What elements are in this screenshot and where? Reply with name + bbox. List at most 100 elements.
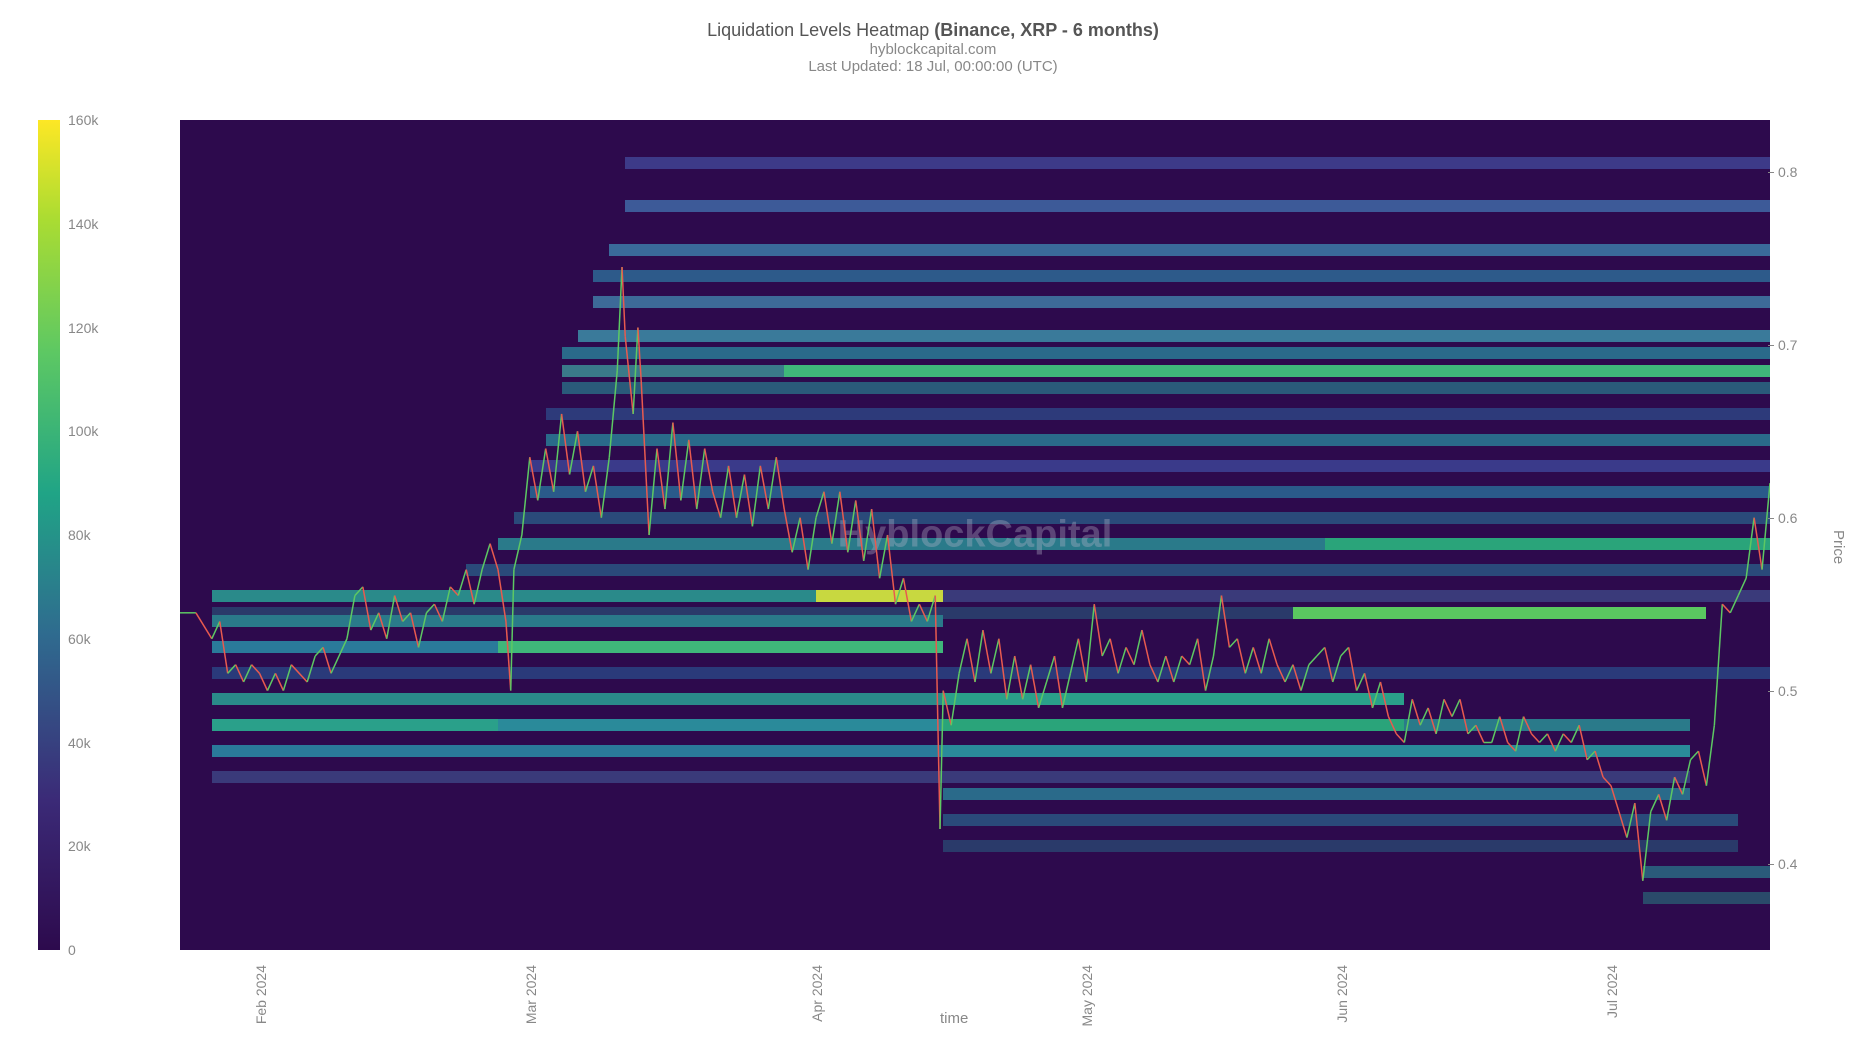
price-segment xyxy=(1007,656,1015,699)
price-segment xyxy=(1388,717,1396,734)
price-segment xyxy=(1754,518,1762,570)
price-segment xyxy=(832,492,840,544)
price-segment xyxy=(657,449,665,510)
price-segment xyxy=(1293,665,1301,691)
price-segment xyxy=(1555,734,1563,751)
price-segment xyxy=(784,509,792,552)
price-segment xyxy=(705,449,713,492)
price-segment xyxy=(466,570,474,605)
price-segment xyxy=(1373,682,1381,708)
price-segment xyxy=(1214,596,1222,657)
price-segment xyxy=(713,492,721,518)
price-segment xyxy=(744,474,752,526)
price-segment xyxy=(498,570,506,622)
price-segment xyxy=(752,466,760,527)
price-segment xyxy=(1261,639,1269,674)
price-segment xyxy=(474,570,482,605)
price-segment xyxy=(1174,656,1182,682)
price-segment xyxy=(911,604,919,621)
price-segment xyxy=(1269,639,1277,665)
price-segment xyxy=(641,379,649,535)
price-segment xyxy=(275,673,283,690)
price-segment xyxy=(554,414,562,492)
price-segment xyxy=(363,587,371,630)
x-tick: Mar 2024 xyxy=(523,965,539,1024)
plot-area: HyblockCapital xyxy=(180,120,1770,950)
price-segment xyxy=(379,613,387,639)
price-segment xyxy=(768,457,776,509)
price-segment xyxy=(442,587,450,622)
y-tick: 0.4 xyxy=(1778,856,1797,872)
price-segment xyxy=(1460,699,1468,734)
price-segment xyxy=(609,371,617,457)
price-segment xyxy=(1078,639,1086,682)
price-segment xyxy=(538,449,546,501)
price-segment xyxy=(1420,708,1428,725)
x-axis-label: time xyxy=(940,1010,968,1027)
price-segment xyxy=(1166,656,1174,682)
price-segment xyxy=(776,457,784,509)
price-segment xyxy=(1691,751,1699,760)
price-segment xyxy=(1667,777,1675,820)
price-segment xyxy=(1349,647,1357,690)
price-segment xyxy=(506,621,511,690)
price-segment xyxy=(864,509,872,561)
price-segment xyxy=(1245,647,1253,673)
price-segment xyxy=(1762,483,1770,569)
x-tick: May 2024 xyxy=(1079,965,1095,1026)
colorbar-tick: 100k xyxy=(68,423,98,439)
price-segment xyxy=(1619,812,1627,838)
price-segment xyxy=(1516,717,1524,752)
price-segment xyxy=(1746,518,1754,579)
y-tick: 0.8 xyxy=(1778,164,1797,180)
price-segment xyxy=(1738,578,1746,595)
price-segment xyxy=(617,267,622,371)
price-segment xyxy=(1047,656,1055,682)
price-segment xyxy=(1595,751,1603,777)
price-segment xyxy=(967,639,975,682)
price-segment xyxy=(339,639,347,656)
price-segment xyxy=(737,474,745,517)
price-segment xyxy=(622,267,625,336)
price-segment xyxy=(403,613,411,622)
price-segment xyxy=(1603,777,1611,786)
title-updated: Last Updated: 18 Jul, 00:00:00 (UTC) xyxy=(20,58,1846,75)
price-segment xyxy=(1532,734,1540,743)
price-segment xyxy=(1444,699,1452,716)
price-segment xyxy=(888,535,896,604)
price-segment xyxy=(1158,656,1166,682)
price-segment xyxy=(689,440,697,509)
price-segment xyxy=(1587,751,1595,760)
price-line xyxy=(180,120,1770,950)
price-segment xyxy=(585,466,593,492)
price-segment xyxy=(562,414,570,475)
y-axis-label: Price xyxy=(1830,530,1847,564)
price-segment xyxy=(1563,734,1571,743)
price-segment xyxy=(983,630,991,673)
price-segment xyxy=(1412,699,1420,725)
price-segment xyxy=(940,691,943,829)
price-segment xyxy=(1468,725,1476,734)
price-segment xyxy=(1508,743,1516,752)
price-segment xyxy=(1301,665,1309,691)
price-segment xyxy=(880,535,888,578)
price-segment xyxy=(1206,656,1214,691)
price-segment xyxy=(371,613,379,630)
price-segment xyxy=(291,665,307,682)
price-segment xyxy=(267,673,275,690)
price-segment xyxy=(1611,786,1619,812)
price-segment xyxy=(1579,725,1587,760)
price-segment xyxy=(673,423,681,501)
price-segment xyxy=(260,673,268,690)
title-source: hyblockcapital.com xyxy=(20,41,1846,58)
price-segment xyxy=(1190,639,1198,665)
x-tick: Jul 2024 xyxy=(1604,965,1620,1018)
colorbar-tick: 20k xyxy=(68,838,91,854)
price-segment xyxy=(697,449,705,510)
title-block: Liquidation Levels Heatmap (Binance, XRP… xyxy=(20,20,1846,75)
price-segment xyxy=(872,509,880,578)
price-segment xyxy=(355,587,363,596)
price-segment xyxy=(1698,751,1706,786)
colorbar-tick: 120k xyxy=(68,320,98,336)
price-segment xyxy=(1714,604,1722,725)
